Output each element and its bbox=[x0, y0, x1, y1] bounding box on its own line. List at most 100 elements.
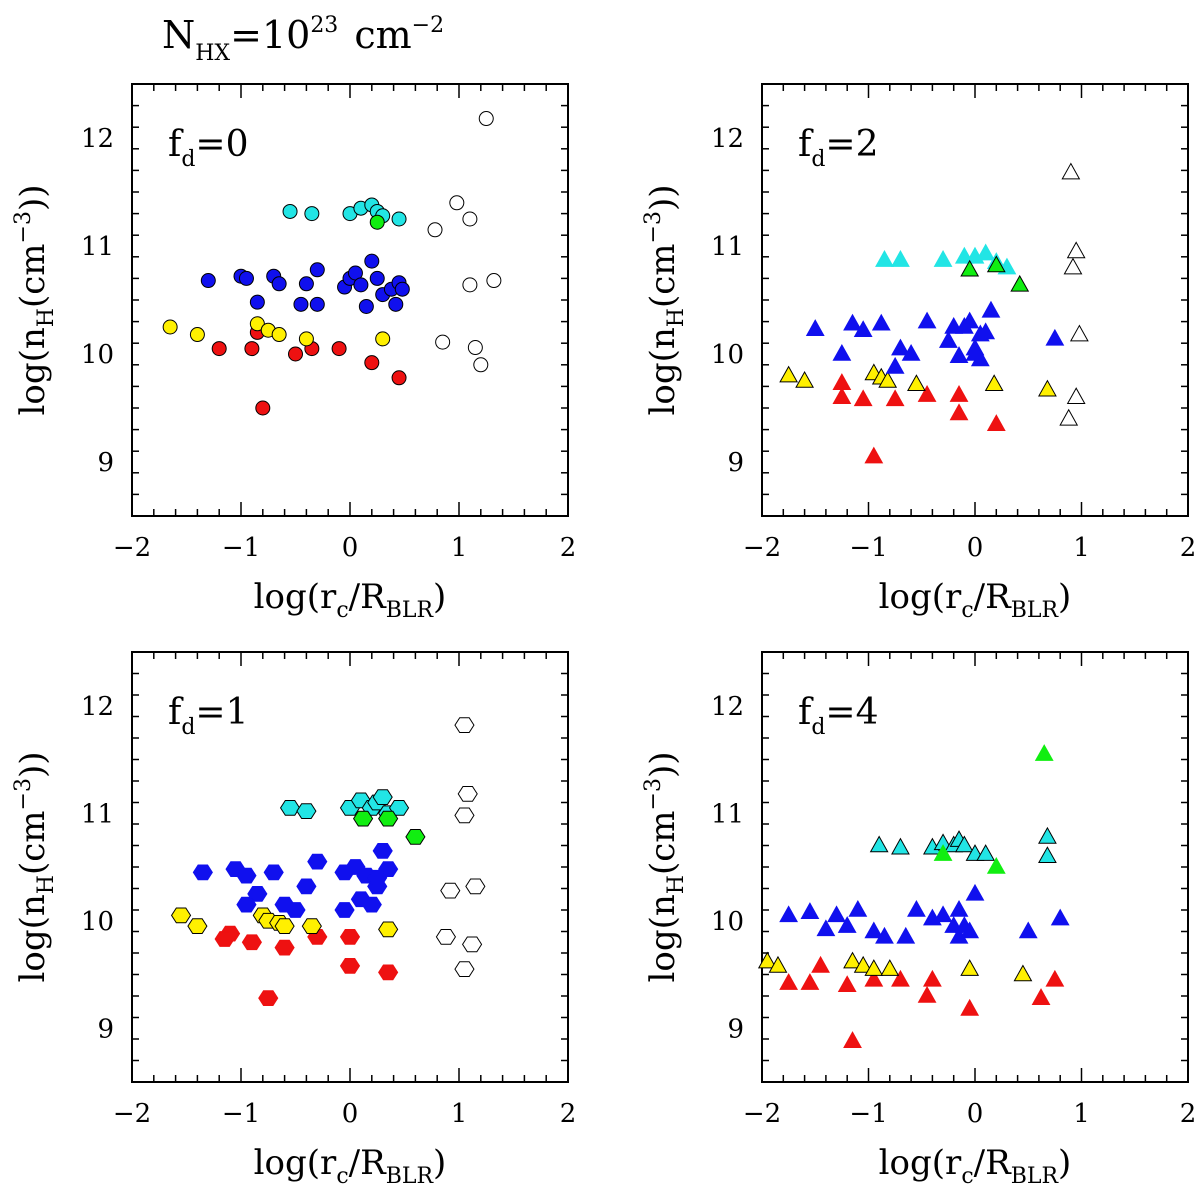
data-point bbox=[1031, 988, 1051, 1005]
data-point bbox=[440, 882, 461, 899]
data-point bbox=[378, 964, 399, 981]
y-axis-label: log(nH(cm−3)) bbox=[641, 185, 689, 416]
x-tick-label: −2 bbox=[743, 1099, 781, 1129]
panel-label-fd: fd=0 bbox=[168, 124, 249, 172]
data-point bbox=[984, 374, 1004, 392]
data-point bbox=[1034, 744, 1054, 761]
y-tick-label: 11 bbox=[711, 232, 744, 262]
ylabel-mid: (cm bbox=[13, 243, 53, 308]
fd-value: =2 bbox=[825, 124, 878, 165]
data-point bbox=[917, 385, 937, 402]
data-point bbox=[271, 327, 287, 343]
data-point bbox=[891, 338, 910, 356]
data-point bbox=[768, 955, 788, 973]
xlabel-sub-c: c bbox=[336, 598, 348, 623]
data-point bbox=[298, 331, 314, 347]
x-axis-label: log(rc/RBLR) bbox=[254, 1143, 447, 1189]
data-point bbox=[986, 414, 1006, 431]
data-point bbox=[843, 313, 862, 331]
title-unit-exp: −2 bbox=[412, 13, 444, 38]
x-axis-label: log(rc/RBLR) bbox=[254, 577, 447, 623]
data-point bbox=[339, 958, 361, 974]
y-tick-label: 11 bbox=[711, 799, 744, 829]
data-point bbox=[853, 320, 873, 338]
xlabel-sub-c: c bbox=[961, 598, 973, 623]
title-sub: HX bbox=[195, 41, 230, 66]
data-point bbox=[391, 370, 407, 386]
data-point bbox=[891, 250, 910, 267]
data-point bbox=[1066, 387, 1086, 404]
data-point bbox=[388, 799, 410, 816]
x-tick-label: 1 bbox=[451, 1099, 468, 1129]
data-point bbox=[473, 357, 489, 373]
x-tick-label: 0 bbox=[967, 1099, 984, 1129]
ylabel-sub-h: H bbox=[34, 875, 59, 894]
fd-main: f bbox=[798, 692, 814, 733]
data-point bbox=[457, 786, 478, 802]
data-point bbox=[288, 346, 303, 362]
data-point bbox=[843, 951, 862, 969]
y-tick-label: 9 bbox=[727, 1014, 744, 1044]
title-eq: =10 bbox=[230, 13, 310, 57]
data-point bbox=[367, 869, 388, 886]
series-green bbox=[933, 744, 1054, 874]
data-point bbox=[917, 985, 937, 1003]
xlabel-pre: log(r bbox=[254, 577, 337, 617]
panel-fd0: −2 −1 0 1 29101112log(rc/RBLR)log(nH(cm−3))f… bbox=[11, 83, 576, 623]
data-point bbox=[465, 878, 486, 895]
data-point bbox=[189, 327, 205, 343]
data-point bbox=[837, 916, 857, 933]
data-point bbox=[249, 294, 265, 310]
fd-sub: d bbox=[811, 147, 825, 172]
x-tick-label: −1 bbox=[849, 1099, 887, 1129]
panel-fd4: −2 −1 0 1 29101112log(rc/RBLR)log(nH(cm−3))f… bbox=[641, 651, 1196, 1189]
panel-label-fd: fd=2 bbox=[798, 124, 879, 172]
data-point bbox=[369, 270, 385, 286]
data-point bbox=[875, 250, 894, 267]
data-point bbox=[258, 990, 279, 1007]
data-point bbox=[976, 322, 996, 340]
data-point bbox=[986, 255, 1006, 273]
data-point bbox=[296, 878, 317, 895]
data-point bbox=[454, 961, 475, 978]
y-tick-label: 10 bbox=[81, 340, 114, 370]
data-point bbox=[795, 370, 815, 388]
data-point bbox=[364, 355, 380, 371]
data-point bbox=[871, 313, 891, 331]
xlabel-post: ) bbox=[1058, 577, 1071, 617]
series-blue bbox=[805, 300, 1065, 374]
data-point bbox=[960, 959, 980, 976]
data-point bbox=[827, 905, 846, 923]
data-point bbox=[339, 928, 361, 945]
data-point bbox=[922, 969, 942, 987]
data-point bbox=[891, 837, 910, 855]
data-point bbox=[933, 905, 953, 923]
x-tick-label: 0 bbox=[342, 1099, 359, 1129]
y-tick-label: 12 bbox=[711, 124, 744, 154]
xlabel-sub-c: c bbox=[336, 1164, 348, 1189]
series-white bbox=[435, 717, 486, 978]
xlabel-pre: log(r bbox=[879, 577, 962, 617]
fd-value: =0 bbox=[195, 124, 248, 165]
data-point bbox=[358, 298, 374, 314]
x-axis-label: log(rc/RBLR) bbox=[879, 577, 1072, 623]
data-point bbox=[236, 896, 257, 913]
ylabel-post: )) bbox=[643, 185, 683, 212]
data-point bbox=[960, 921, 980, 939]
xlabel-sub-blr: BLR bbox=[1011, 1164, 1060, 1189]
data-point bbox=[462, 277, 478, 293]
data-point bbox=[864, 446, 884, 464]
series-blue bbox=[200, 253, 410, 314]
data-point bbox=[848, 899, 868, 917]
data-point bbox=[293, 296, 309, 312]
x-tick-label: −1 bbox=[222, 1099, 260, 1129]
fd-sub: d bbox=[181, 715, 195, 740]
data-point bbox=[255, 400, 271, 416]
data-point bbox=[279, 799, 301, 816]
series-blue bbox=[779, 883, 1070, 944]
data-point bbox=[837, 975, 857, 993]
data-point bbox=[800, 902, 820, 919]
data-point bbox=[891, 969, 910, 987]
fd-value: =1 bbox=[195, 692, 248, 733]
data-point bbox=[1069, 324, 1089, 342]
